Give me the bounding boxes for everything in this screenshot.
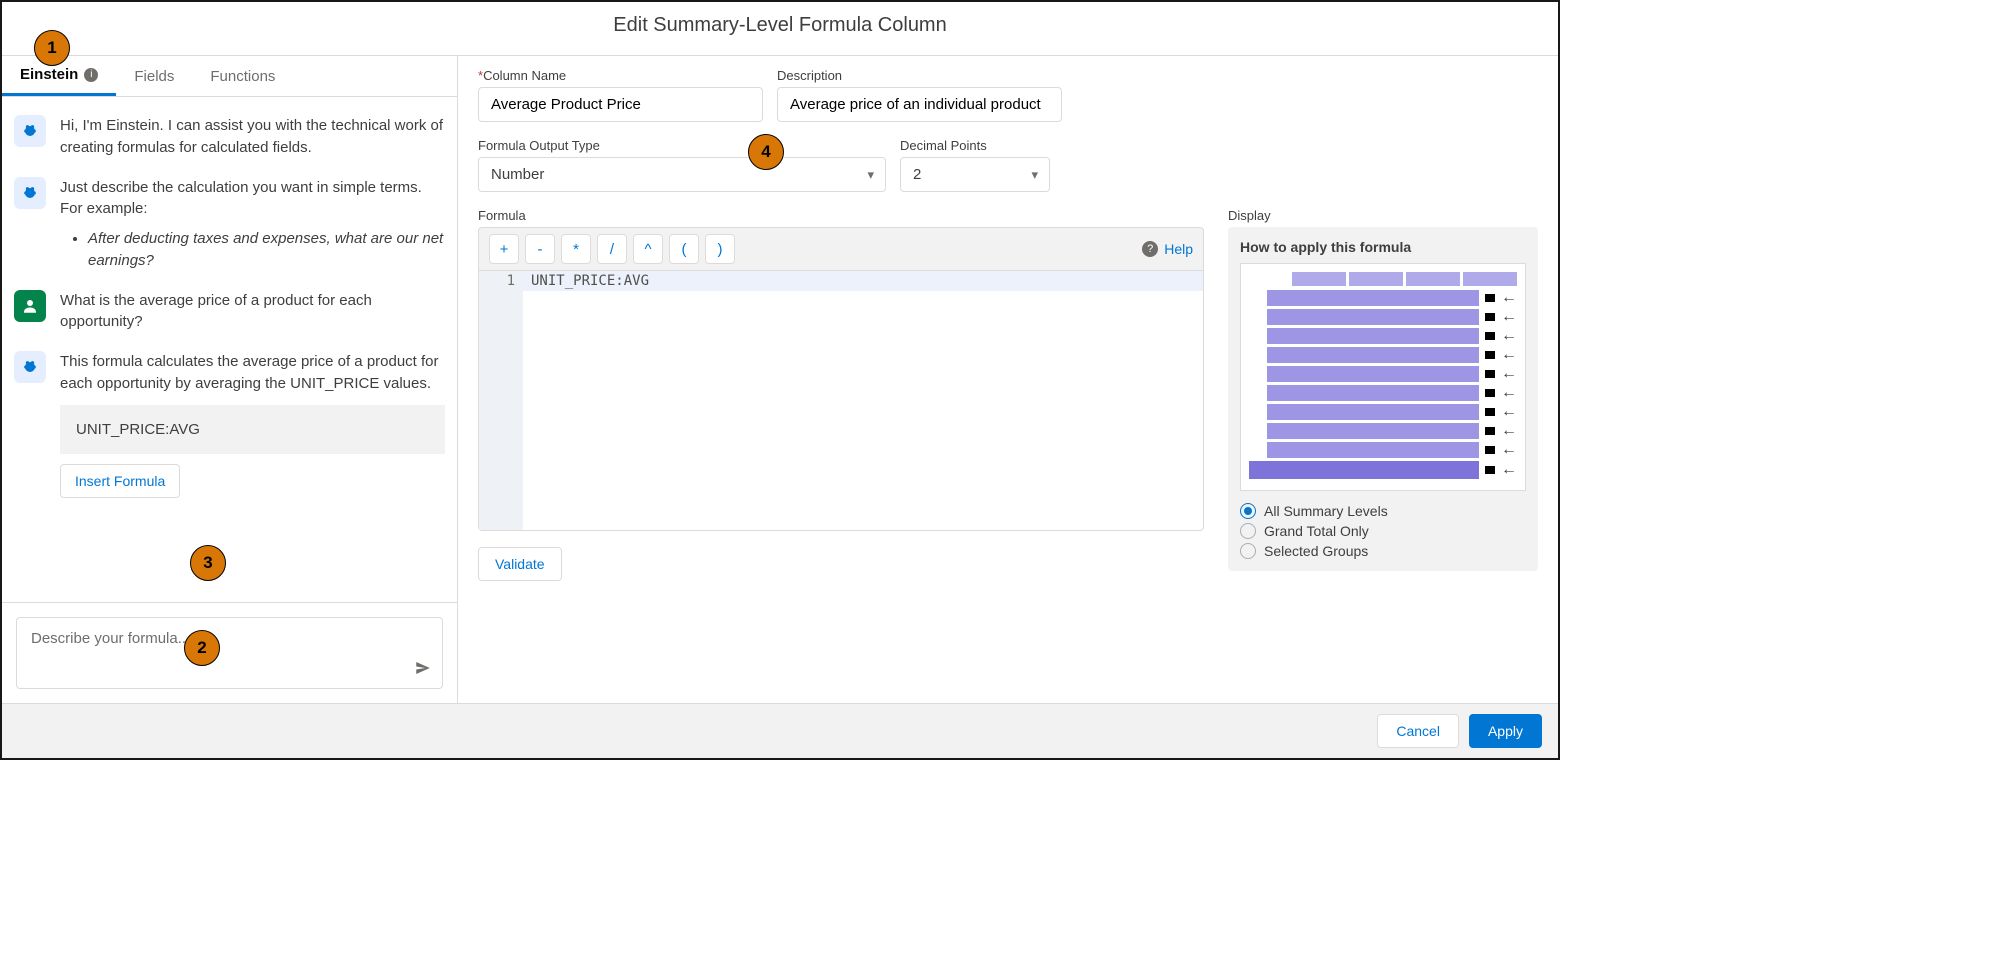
output-type-select[interactable]: Number: [478, 157, 886, 192]
apply-button[interactable]: Apply: [1469, 714, 1542, 748]
einstein-avatar-icon: [14, 177, 46, 209]
describe-input[interactable]: Describe your formula...: [16, 617, 443, 689]
tab-functions[interactable]: Functions: [192, 56, 293, 96]
line-numbers: 1: [479, 271, 523, 530]
chat-msg-user: What is the average price of a product f…: [14, 290, 445, 334]
op-minus-button[interactable]: -: [525, 234, 555, 264]
user-avatar-icon: [14, 290, 46, 322]
column-name-field: *Column Name: [478, 68, 763, 122]
left-panel: Einstein i Fields Functions Hi, I'm Eins…: [2, 56, 458, 703]
modal-title: Edit Summary-Level Formula Column: [2, 2, 1558, 55]
operator-bar: + - * / ^ ( ) ? Help: [478, 227, 1204, 271]
chat-msg-2-body: Just describe the calculation you want i…: [60, 177, 445, 272]
chat-msg-einstein-1: Hi, I'm Einstein. I can assist you with …: [14, 115, 445, 159]
op-mult-button[interactable]: *: [561, 234, 591, 264]
display-heading: How to apply this formula: [1240, 239, 1526, 255]
op-caret-button[interactable]: ^: [633, 234, 663, 264]
column-name-label: *Column Name: [478, 68, 763, 83]
tab-einstein-label: Einstein: [20, 66, 78, 83]
op-plus-button[interactable]: +: [489, 234, 519, 264]
output-type-label: Formula Output Type: [478, 138, 886, 153]
callout-1: 1: [34, 30, 70, 66]
callout-4: 4: [748, 134, 784, 170]
form-row-1: *Column Name Description: [478, 68, 1538, 122]
op-div-button[interactable]: /: [597, 234, 627, 264]
right-panel: *Column Name Description Formula Output …: [458, 56, 1558, 703]
column-name-input[interactable]: [478, 87, 763, 122]
insert-formula-button[interactable]: Insert Formula: [60, 464, 180, 498]
einstein-avatar-icon: [14, 115, 46, 147]
formula-editor-panel: Formula + - * / ^ ( ) ? Help: [478, 208, 1204, 703]
op-rparen-button[interactable]: ): [705, 234, 735, 264]
description-label: Description: [777, 68, 1062, 83]
tabs-bar: Einstein i Fields Functions: [2, 56, 457, 97]
tab-fields[interactable]: Fields: [116, 56, 192, 96]
formula-section: Formula + - * / ^ ( ) ? Help: [478, 208, 1538, 703]
help-label: Help: [1164, 241, 1193, 257]
op-lparen-button[interactable]: (: [669, 234, 699, 264]
description-input[interactable]: [777, 87, 1062, 122]
decimal-select[interactable]: 2: [900, 157, 1050, 192]
radio-all-summary[interactable]: All Summary Levels: [1240, 503, 1526, 519]
code-line-1: UNIT_PRICE:AVG: [523, 271, 1203, 291]
formula-chip: UNIT_PRICE:AVG: [60, 405, 445, 455]
chat-msg-1-text: Hi, I'm Einstein. I can assist you with …: [60, 115, 445, 159]
chat-area: Hi, I'm Einstein. I can assist you with …: [2, 97, 457, 602]
formula-code-area[interactable]: 1 UNIT_PRICE:AVG: [478, 271, 1204, 531]
send-icon[interactable]: [414, 659, 432, 680]
modal-footer: Cancel Apply: [2, 703, 1558, 758]
modal-container: 1 2 3 4 Edit Summary-Level Formula Colum…: [0, 0, 1560, 760]
chat-msg-2-text: Just describe the calculation you want i…: [60, 179, 422, 218]
describe-area: Describe your formula...: [2, 602, 457, 703]
describe-placeholder: Describe your formula...: [31, 630, 190, 647]
info-icon: i: [84, 68, 98, 82]
chat-msg-einstein-3: This formula calculates the average pric…: [14, 351, 445, 498]
callout-2: 2: [184, 630, 220, 666]
decimal-field: Decimal Points 2 ▾: [900, 138, 1050, 192]
radio-selected-groups[interactable]: Selected Groups: [1240, 543, 1526, 559]
code-content[interactable]: UNIT_PRICE:AVG: [523, 271, 1203, 530]
display-panel: Display How to apply this formula ←: [1228, 208, 1538, 703]
chat-user-text: What is the average price of a product f…: [60, 290, 445, 334]
display-title: Display: [1228, 208, 1538, 223]
chat-msg-3-text: This formula calculates the average pric…: [60, 353, 439, 392]
chat-msg-2-example: After deducting taxes and expenses, what…: [88, 228, 445, 272]
validate-button[interactable]: Validate: [478, 547, 562, 581]
description-field: Description: [777, 68, 1062, 122]
cancel-button[interactable]: Cancel: [1377, 714, 1459, 748]
chat-msg-einstein-2: Just describe the calculation you want i…: [14, 177, 445, 272]
output-type-field: Formula Output Type Number ▾: [478, 138, 886, 192]
form-row-2: Formula Output Type Number ▾ Decimal Poi…: [478, 138, 1538, 192]
decimal-label: Decimal Points: [900, 138, 1050, 153]
help-link[interactable]: ? Help: [1142, 241, 1193, 257]
formula-label: Formula: [478, 208, 1204, 223]
display-radio-group: All Summary Levels Grand Total Only Sele…: [1240, 503, 1526, 559]
chat-msg-3-body: This formula calculates the average pric…: [60, 351, 445, 498]
display-visualization: ← ← ← ← ← ← ← ← ← ←: [1240, 263, 1526, 491]
radio-grand-total[interactable]: Grand Total Only: [1240, 523, 1526, 539]
display-box: How to apply this formula ← ←: [1228, 227, 1538, 571]
einstein-avatar-icon: [14, 351, 46, 383]
callout-3: 3: [190, 545, 226, 581]
help-icon: ?: [1142, 241, 1158, 257]
